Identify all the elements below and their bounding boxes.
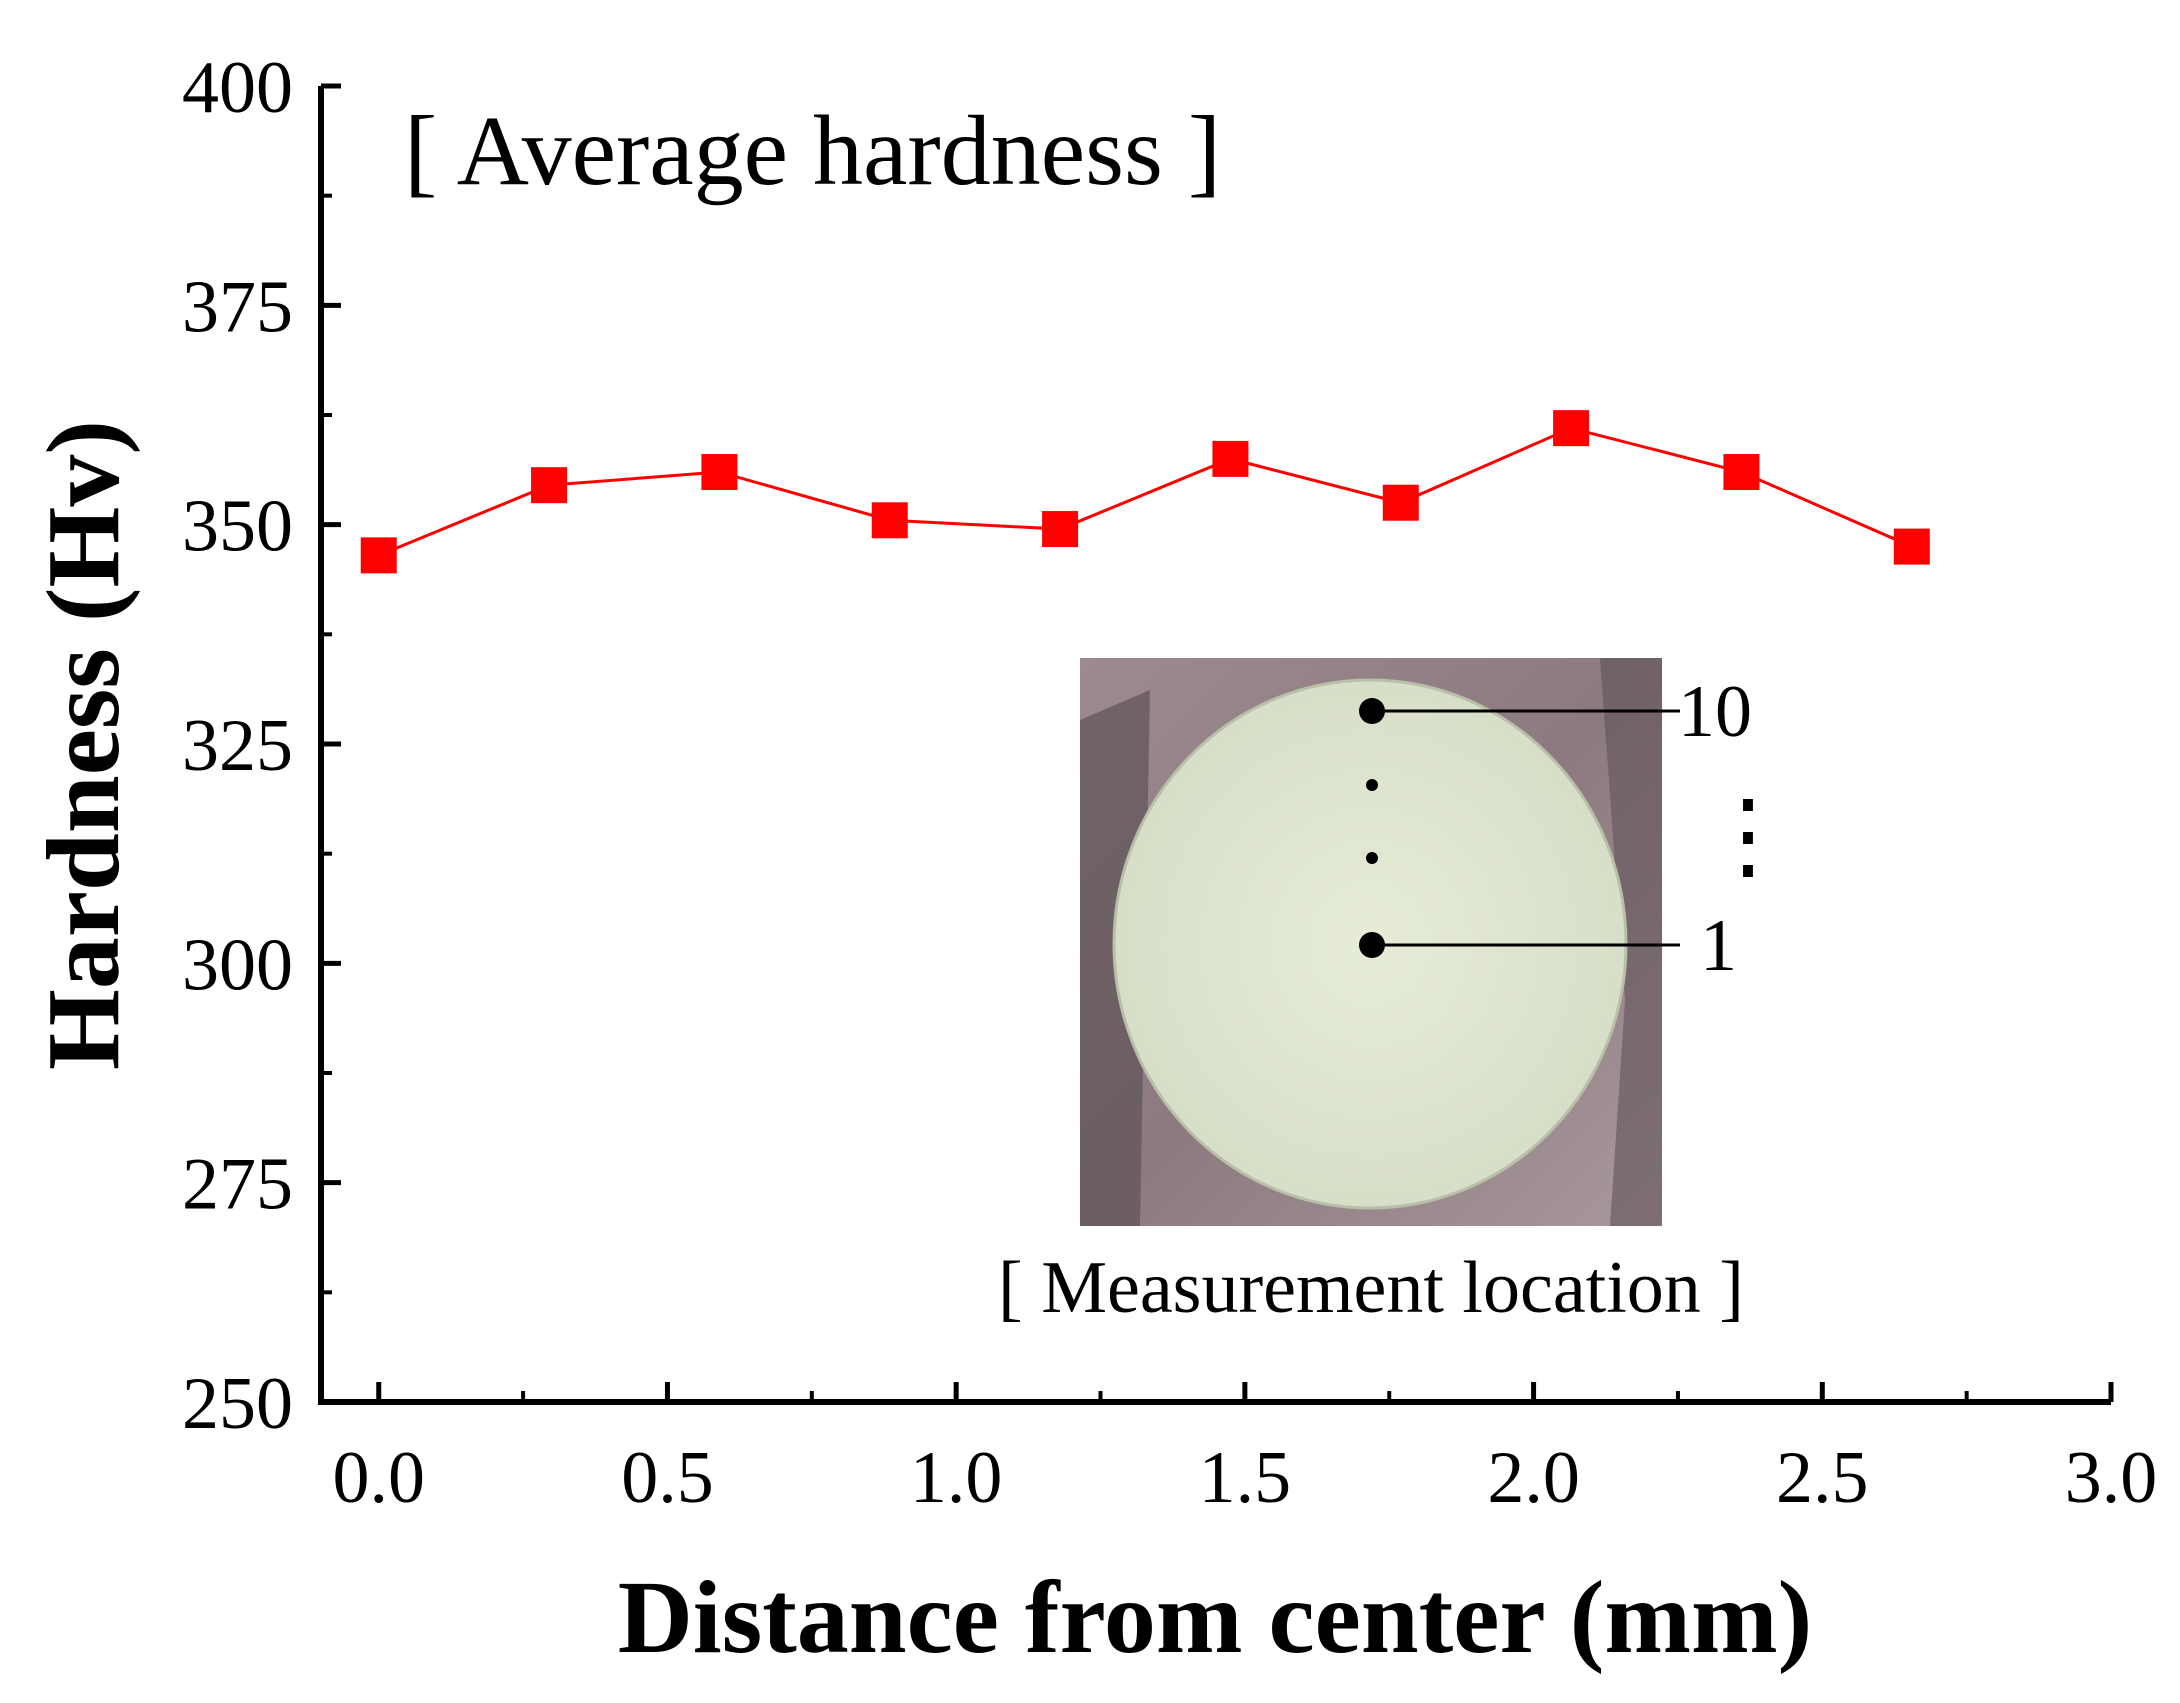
y-ticks: 250 275 300 325 350 375 400 [182,47,341,1445]
measurement-point-dot [1366,779,1378,791]
x-tick-label: 1.5 [1199,1437,1292,1519]
x-tick-label: 3.0 [2065,1437,2158,1519]
y-axis-label: Hardness (Hv) [26,420,141,1070]
data-point [1042,511,1079,548]
data-point [1212,440,1249,477]
measurement-point-dot [1366,852,1378,864]
x-tick-label: 2.5 [1776,1437,1869,1519]
data-point [871,502,908,539]
x-tick-label: 1.0 [910,1437,1003,1519]
series-line [378,426,1913,557]
data-point [701,454,738,491]
y-tick-label: 275 [182,1144,293,1226]
x-tick-label: 0.0 [332,1437,425,1519]
inset-dark-fixture-right [1600,658,1662,1226]
data-point [1553,410,1590,447]
data-point [360,537,397,574]
label-1: 1 [1700,905,1737,987]
data-point [1382,484,1419,521]
y-tick-label: 350 [182,486,293,568]
y-tick-label: 300 [182,924,293,1006]
series-markers [360,410,1930,574]
data-point [531,467,568,504]
y-tick-label: 325 [182,705,293,787]
x-tick-label: 0.5 [621,1437,714,1519]
chart-title: [ Average hardness ] [404,95,1221,206]
y-tick-label: 375 [182,266,293,348]
x-axis-label: Distance from center (mm) [618,1560,1813,1675]
label-10: 10 [1678,671,1752,753]
x-ticks: 0.0 0.5 1.0 1.5 2.0 2.5 3.0 [332,1382,2157,1519]
y-tick-label: 250 [182,1363,293,1445]
data-point [1893,528,1930,565]
inset-caption: [ Measurement location ] [998,1247,1744,1329]
label-ellipsis: ⋮ [1700,782,1796,889]
y-tick-label: 400 [182,47,293,129]
data-point [1723,454,1760,491]
x-tick-label: 2.0 [1487,1437,1580,1519]
measurement-location-inset: 10 ⋮ 1 [ Measurement location ] [998,658,1796,1329]
